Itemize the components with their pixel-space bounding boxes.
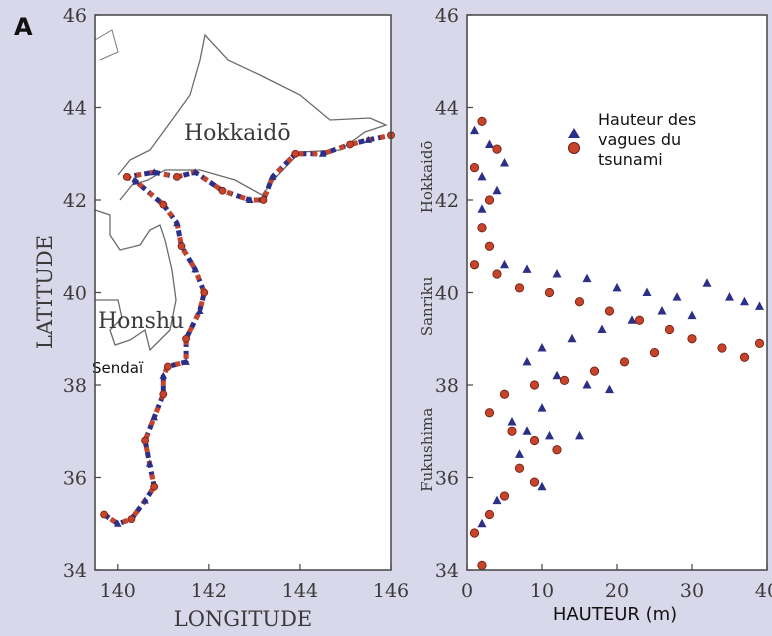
x-axis-label-hauteur: HAUTEUR (m) <box>553 604 677 625</box>
map-ytick-label: 36 <box>63 468 87 490</box>
height-point-circle <box>755 339 763 347</box>
height-point-circle <box>605 307 613 315</box>
map-ytick-label: 38 <box>63 375 87 397</box>
panel-letter: A <box>14 13 33 41</box>
map-xtick-label: 146 <box>373 580 409 602</box>
region-label: Sanriku <box>418 276 436 336</box>
height-point-circle <box>485 510 493 518</box>
height-ytick-label: 46 <box>435 5 459 27</box>
height-point-circle <box>500 492 508 500</box>
height-point-circle <box>485 242 493 250</box>
height-point-circle <box>590 367 598 375</box>
height-point-circle <box>478 561 486 569</box>
coast-point-circle <box>128 516 135 523</box>
map-xtick-label: 144 <box>282 580 318 602</box>
height-point-circle <box>530 478 538 486</box>
height-ytick-label: 38 <box>435 375 459 397</box>
coast-point-circle <box>101 511 108 518</box>
map-ytick-label: 46 <box>63 5 87 27</box>
map-plot-area <box>95 15 391 570</box>
height-ytick-label: 42 <box>435 190 459 212</box>
height-ytick-label: 36 <box>435 468 459 490</box>
coast-point-circle <box>178 243 185 250</box>
height-xtick-label: 20 <box>605 580 629 602</box>
height-point-circle <box>493 145 501 153</box>
height-point-circle <box>740 353 748 361</box>
map-ytick-label: 44 <box>63 98 87 120</box>
height-ytick-label: 44 <box>435 98 459 120</box>
label-hokkaido: Hokkaidō <box>184 121 291 146</box>
height-point-circle <box>470 163 478 171</box>
coast-point-circle <box>183 335 190 342</box>
height-point-circle <box>665 325 673 333</box>
coast-point-circle <box>151 483 158 490</box>
coast-point-circle <box>292 150 299 157</box>
height-point-circle <box>650 348 658 356</box>
height-point-circle <box>493 270 501 278</box>
height-point-circle <box>515 284 523 292</box>
map-ytick-label: 42 <box>63 190 87 212</box>
coast-point-circle <box>201 289 208 296</box>
height-xtick-label: 0 <box>461 580 473 602</box>
coast-point-circle <box>160 201 167 208</box>
height-ytick-label: 34 <box>435 560 459 582</box>
height-xtick-label: 40 <box>755 580 772 602</box>
coast-point-circle <box>160 391 167 398</box>
map-ytick-label: 40 <box>63 283 87 305</box>
y-axis-label-latitude: LATITUDE <box>33 235 57 349</box>
coast-point-circle <box>142 437 149 444</box>
height-point-circle <box>515 464 523 472</box>
label-honshu: Honshu <box>98 309 184 334</box>
height-ytick-label: 40 <box>435 283 459 305</box>
height-point-circle <box>688 335 696 343</box>
height-point-circle <box>553 446 561 454</box>
legend-circle-marker <box>569 143 580 154</box>
height-point-circle <box>478 117 486 125</box>
height-point-circle <box>470 261 478 269</box>
coast-point-circle <box>164 363 171 370</box>
height-point-circle <box>500 390 508 398</box>
coast-point-circle <box>219 187 226 194</box>
coast-point-circle <box>347 141 354 148</box>
height-xtick-label: 30 <box>680 580 704 602</box>
map-ytick-label: 34 <box>63 560 87 582</box>
height-point-circle <box>530 436 538 444</box>
coast-point-circle <box>260 197 267 204</box>
coast-point-circle <box>123 173 130 180</box>
height-point-circle <box>545 288 553 296</box>
height-point-circle <box>470 529 478 537</box>
region-label: Hokkaidō <box>418 141 436 214</box>
height-point-circle <box>575 298 583 306</box>
height-point-circle <box>485 196 493 204</box>
height-point-circle <box>560 376 568 384</box>
map-xtick-label: 142 <box>191 580 227 602</box>
height-point-circle <box>508 427 516 435</box>
height-point-circle <box>620 358 628 366</box>
height-point-circle <box>530 381 538 389</box>
map-xtick-label: 140 <box>100 580 136 602</box>
height-plot-area <box>467 15 767 570</box>
height-panel: 0 10 20 30 40 34 36 38 40 42 44 46 HAUTEUR (m) Hokk… <box>418 5 772 625</box>
label-sendai: Sendaï <box>92 359 144 377</box>
coast-point-circle <box>173 173 180 180</box>
height-point-circle <box>635 316 643 324</box>
region-labels: Hokkaidō Sanriku Fukushima <box>418 141 436 492</box>
height-point-circle <box>478 224 486 232</box>
height-xtick-label: 10 <box>530 580 554 602</box>
map-panel: Hokkaidō Honshu Sendaï 140 142 144 146 34 36 3… <box>33 5 409 631</box>
x-axis-label-longitude: LONGITUDE <box>174 607 312 631</box>
height-point-circle <box>718 344 726 352</box>
height-point-circle <box>485 409 493 417</box>
region-label: Fukushima <box>418 408 436 492</box>
